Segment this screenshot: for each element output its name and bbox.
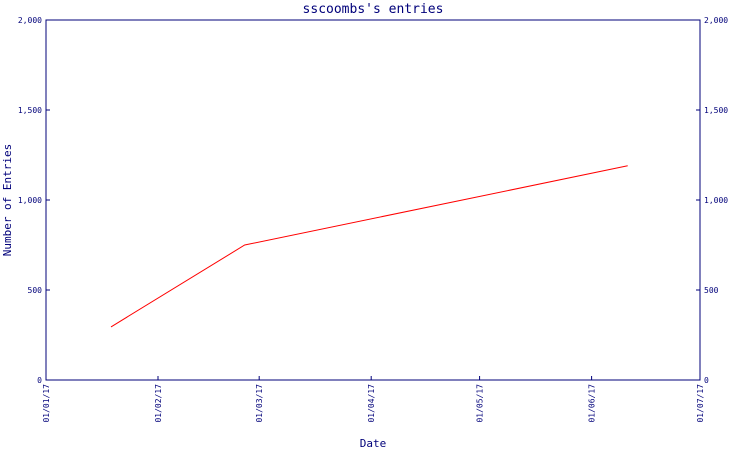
x-tick-label: 01/04/17	[367, 384, 376, 423]
y-tick-label-right: 1,000	[704, 196, 728, 205]
y-tick-label-left: 0	[37, 376, 42, 385]
y-tick-label-left: 1,000	[18, 196, 42, 205]
plot-area	[45, 19, 701, 381]
y-tick-label-right: 1,500	[704, 106, 728, 115]
y-tick-label-right: 500	[704, 286, 719, 295]
x-tick-label: 01/05/17	[476, 384, 485, 423]
x-tick-label: 01/07/17	[696, 384, 705, 423]
series-layer	[110, 165, 628, 328]
x-tick-label: 01/06/17	[588, 384, 597, 423]
x-tick-label: 01/03/17	[255, 384, 264, 423]
chart-title: sscoombs's entries	[303, 2, 444, 17]
series-line	[110, 165, 628, 328]
y-tick-label-left: 2,000	[18, 16, 42, 25]
x-axis-title: Date	[360, 437, 387, 450]
axis-ticks: 0 0 500 500 1,000 1,000 1,500 1,500 2,000 2,000 01…	[18, 16, 728, 423]
y-tick-label-right: 2,000	[704, 16, 728, 25]
x-tick-label: 01/01/17	[42, 384, 51, 423]
y-tick-label-left: 500	[28, 286, 43, 295]
y-tick-label-left: 1,500	[18, 106, 42, 115]
x-tick-label: 01/02/17	[154, 384, 163, 423]
y-axis-title: Number of Entries	[1, 144, 14, 257]
y-tick-label-right: 0	[704, 376, 709, 385]
